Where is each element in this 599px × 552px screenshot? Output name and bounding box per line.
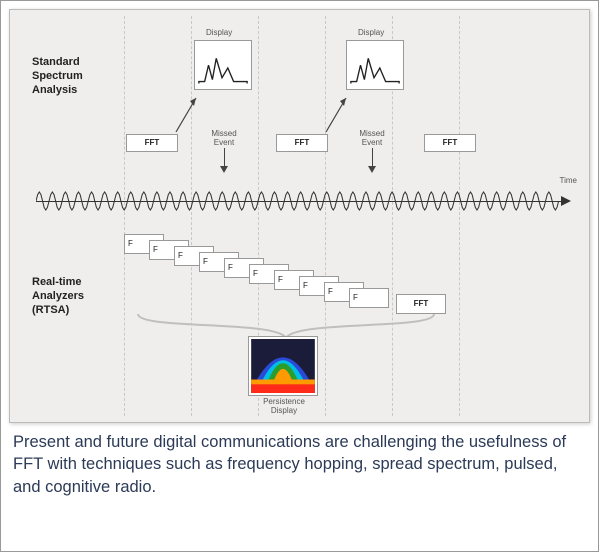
time-axis-label: Time [560, 176, 577, 185]
arrow-icon [324, 94, 350, 134]
gridline [459, 16, 460, 416]
gridline [124, 16, 125, 416]
display-label: Display [206, 28, 232, 37]
display-box [194, 40, 252, 90]
missed-event-label: Missed Event [352, 130, 392, 148]
arrow-down-icon [220, 166, 228, 173]
fft-box: FFT [126, 134, 178, 152]
label-line: Spectrum [32, 70, 83, 84]
spectrum-trace-icon [347, 41, 403, 89]
label-line: Analyzers [32, 290, 84, 304]
rtsa-label: Real-time Analyzers (RTSA) [32, 276, 84, 317]
display-box [346, 40, 404, 90]
overlap-fft-box-last: FFT [396, 294, 446, 314]
gridline [325, 16, 326, 416]
overlap-fft-box: F [349, 288, 389, 308]
label-line: Analysis [32, 84, 83, 98]
persistence-spectrum-icon [251, 339, 315, 393]
arrow-icon [174, 94, 200, 134]
label-line: (RTSA) [32, 304, 84, 318]
arrow-down-icon [368, 166, 376, 173]
missed-event-label: Missed Event [204, 130, 244, 148]
figure-caption: Present and future digital communication… [9, 423, 590, 498]
diagram: Standard Spectrum Analysis Display Displ… [16, 16, 583, 416]
standard-analysis-label: Standard Spectrum Analysis [32, 56, 83, 97]
label-line: Real-time [32, 276, 84, 290]
spectrum-trace-icon [195, 41, 251, 89]
arrow-shaft [224, 148, 225, 166]
persistence-label: Persistence Display [260, 398, 308, 416]
fft-box: FFT [424, 134, 476, 152]
label-line: Standard [32, 56, 83, 70]
arrow-shaft [372, 148, 373, 166]
figure-container: Standard Spectrum Analysis Display Displ… [9, 9, 590, 423]
persistence-display [248, 336, 318, 396]
signal-wave-icon [36, 188, 571, 214]
display-label: Display [358, 28, 384, 37]
fft-box: FFT [276, 134, 328, 152]
gridline [191, 16, 192, 416]
timeline [36, 188, 571, 214]
